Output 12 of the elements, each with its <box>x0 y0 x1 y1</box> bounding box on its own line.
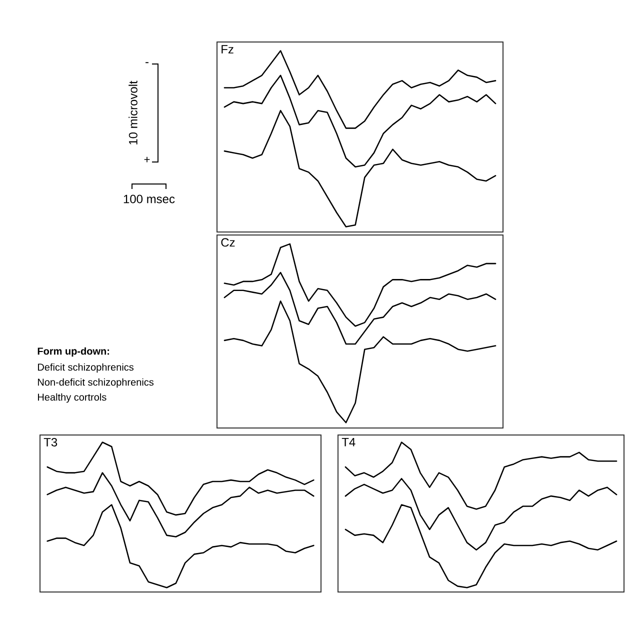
text: 10 microvolt <box>128 80 138 144</box>
chart-title: T3 <box>44 438 58 446</box>
chart-title: Fz <box>222 45 234 54</box>
chart-title: T4 <box>342 438 356 446</box>
chart-title: Cz <box>221 238 235 247</box>
text: Non-deficit schizophrenics <box>38 378 154 388</box>
text: 100 msec <box>124 194 175 204</box>
text: + <box>144 156 150 162</box>
text: Healthy cortrols <box>38 393 106 403</box>
text: Form up-down: <box>38 347 109 357</box>
text: - <box>146 62 148 64</box>
text: Deficit schizophrenics <box>38 363 134 373</box>
